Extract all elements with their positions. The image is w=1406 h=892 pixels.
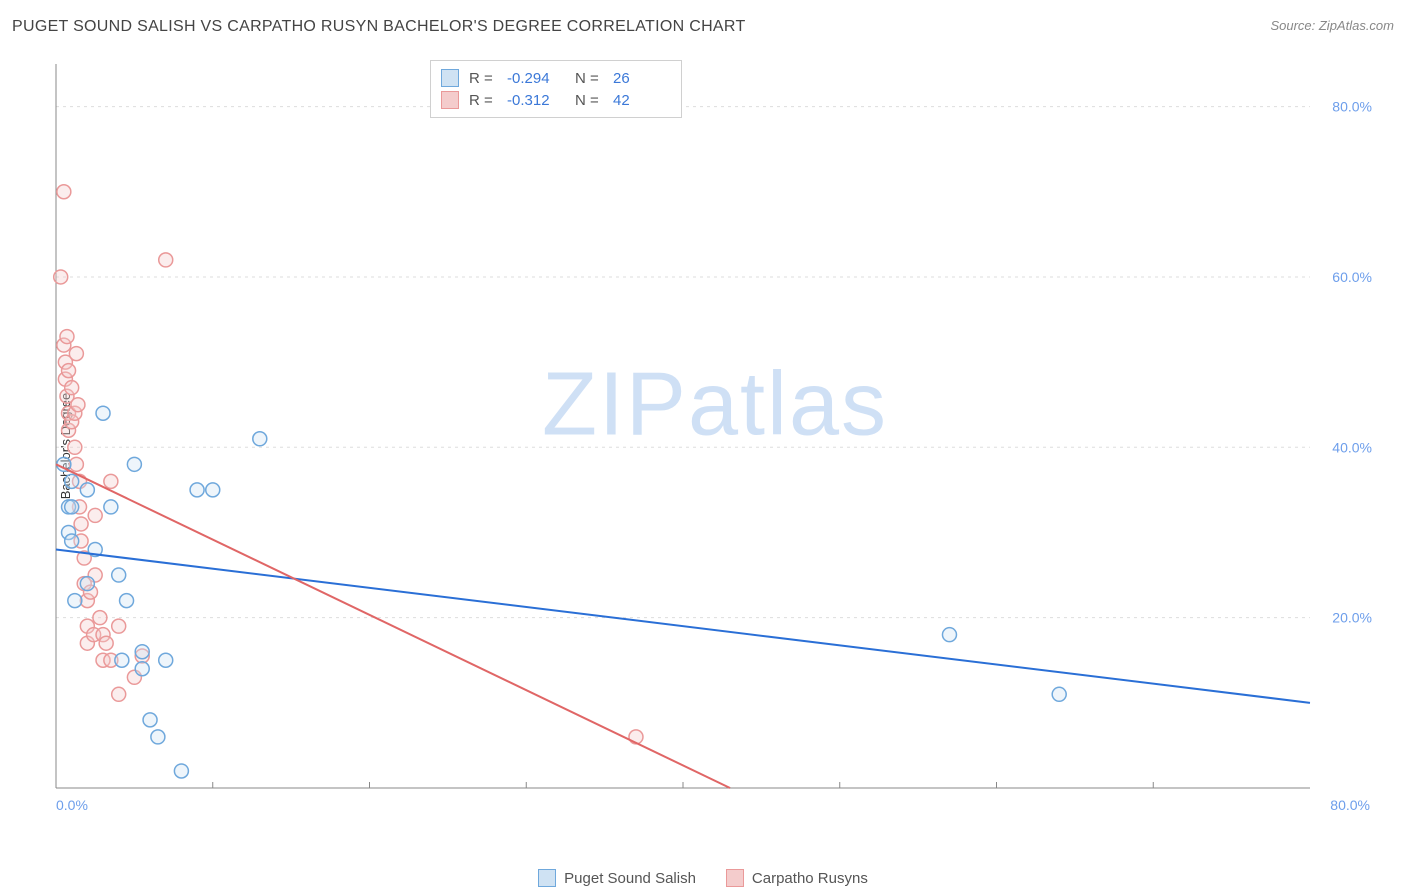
- r-label: R =: [469, 92, 497, 109]
- r-label: R =: [469, 70, 497, 87]
- svg-text:0.0%: 0.0%: [56, 797, 88, 813]
- r-value-pink: -0.312: [507, 92, 565, 109]
- legend-correlation: R = -0.294 N = 26 R = -0.312 N = 42: [430, 60, 682, 118]
- swatch-blue: [538, 869, 556, 887]
- svg-text:20.0%: 20.0%: [1332, 610, 1372, 626]
- chart-header: PUGET SOUND SALISH VS CARPATHO RUSYN BAC…: [12, 18, 1394, 48]
- legend-item-blue: Puget Sound Salish: [538, 869, 696, 887]
- swatch-pink: [441, 91, 459, 109]
- legend-label-blue: Puget Sound Salish: [564, 870, 696, 887]
- source-name: ZipAtlas.com: [1319, 18, 1394, 33]
- swatch-blue: [441, 69, 459, 87]
- n-label: N =: [575, 70, 603, 87]
- legend-series: Puget Sound Salish Carpatho Rusyns: [0, 869, 1406, 887]
- svg-text:80.0%: 80.0%: [1332, 99, 1372, 115]
- r-value-blue: -0.294: [507, 70, 565, 87]
- svg-text:40.0%: 40.0%: [1332, 439, 1372, 455]
- svg-text:80.0%: 80.0%: [1330, 797, 1370, 813]
- swatch-pink: [726, 869, 744, 887]
- n-label: N =: [575, 92, 603, 109]
- chart-area: ZIPatlas 20.0%40.0%60.0%80.0%0.0%80.0%: [50, 58, 1380, 828]
- scatter-plot: 20.0% 40.0% 60.0% 80.0% 0.0% 80.0%: [50, 58, 1380, 828]
- n-value-pink: 42: [613, 92, 671, 109]
- n-value-blue: 26: [613, 70, 671, 87]
- legend-row-pink: R = -0.312 N = 42: [441, 89, 671, 111]
- chart-title: PUGET SOUND SALISH VS CARPATHO RUSYN BAC…: [12, 18, 746, 35]
- source-attribution: Source: ZipAtlas.com: [1270, 18, 1394, 33]
- legend-item-pink: Carpatho Rusyns: [726, 869, 868, 887]
- source-prefix: Source:: [1270, 18, 1318, 33]
- legend-row-blue: R = -0.294 N = 26: [441, 67, 671, 89]
- legend-label-pink: Carpatho Rusyns: [752, 870, 868, 887]
- svg-text:60.0%: 60.0%: [1332, 269, 1372, 285]
